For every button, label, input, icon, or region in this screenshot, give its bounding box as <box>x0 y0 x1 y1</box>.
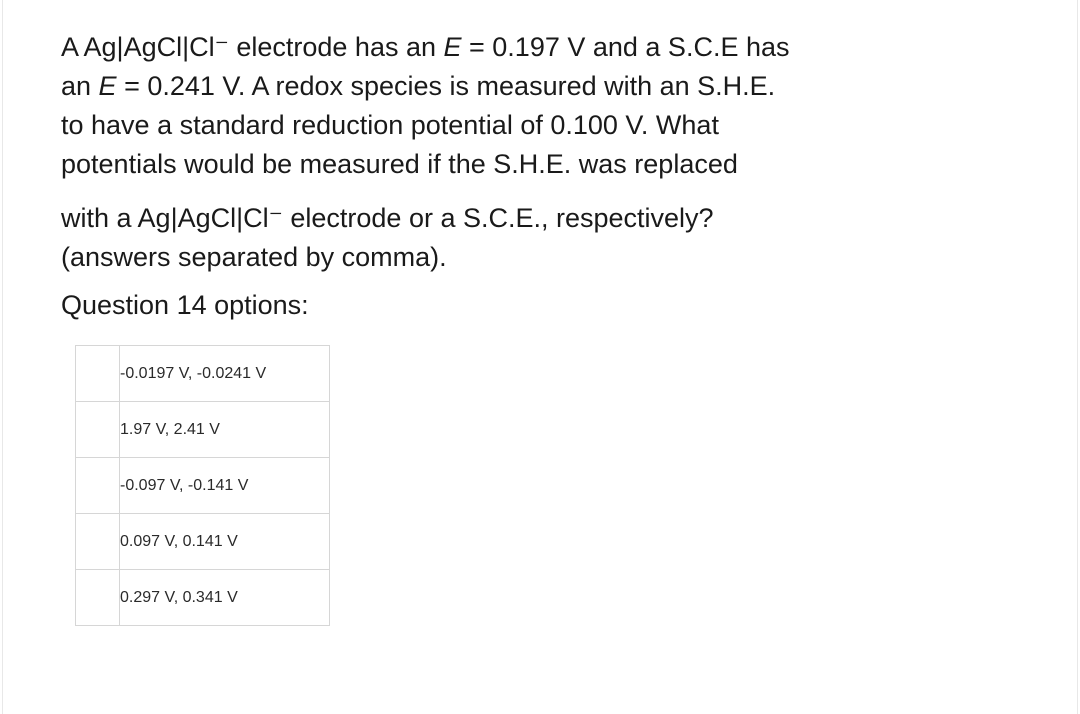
q-line3: to have a standard reduction potential o… <box>61 110 719 140</box>
q-line1-post: = 0.197 V and a S.C.E has <box>462 32 790 62</box>
option-checkbox[interactable] <box>76 514 120 570</box>
q-line2-pre: an <box>61 71 99 101</box>
options-table: -0.0197 V, -0.0241 V 1.97 V, 2.41 V -0.0… <box>75 345 330 626</box>
option-row: 0.297 V, 0.341 V <box>76 570 330 626</box>
question-container: A Ag|AgCl|Cl⁻ electrode has an E = 0.197… <box>2 0 1078 714</box>
q-line4: potentials would be measured if the S.H.… <box>61 149 738 179</box>
option-row: -0.097 V, -0.141 V <box>76 458 330 514</box>
q-line5: with a Ag|AgCl|Cl⁻ electrode or a S.C.E.… <box>61 203 714 233</box>
option-checkbox[interactable] <box>76 402 120 458</box>
option-label: 1.97 V, 2.41 V <box>120 402 330 458</box>
option-label: -0.097 V, -0.141 V <box>120 458 330 514</box>
option-label: 0.297 V, 0.341 V <box>120 570 330 626</box>
q-line2-E: E <box>99 71 117 101</box>
q-line2-post: = 0.241 V. A redox species is measured w… <box>117 71 776 101</box>
option-row: 0.097 V, 0.141 V <box>76 514 330 570</box>
option-checkbox[interactable] <box>76 346 120 402</box>
q-line6: (answers separated by comma). <box>61 242 447 272</box>
option-row: -0.0197 V, -0.0241 V <box>76 346 330 402</box>
q-line1-E: E <box>444 32 462 62</box>
question-text: A Ag|AgCl|Cl⁻ electrode has an E = 0.197… <box>61 28 1019 185</box>
option-label: -0.0197 V, -0.0241 V <box>120 346 330 402</box>
q-line1-pre: A Ag|AgCl|Cl⁻ electrode has an <box>61 32 444 62</box>
option-checkbox[interactable] <box>76 570 120 626</box>
option-row: 1.97 V, 2.41 V <box>76 402 330 458</box>
option-label: 0.097 V, 0.141 V <box>120 514 330 570</box>
options-label: Question 14 options: <box>61 285 1019 326</box>
question-text-2: with a Ag|AgCl|Cl⁻ electrode or a S.C.E.… <box>61 199 1019 277</box>
option-checkbox[interactable] <box>76 458 120 514</box>
